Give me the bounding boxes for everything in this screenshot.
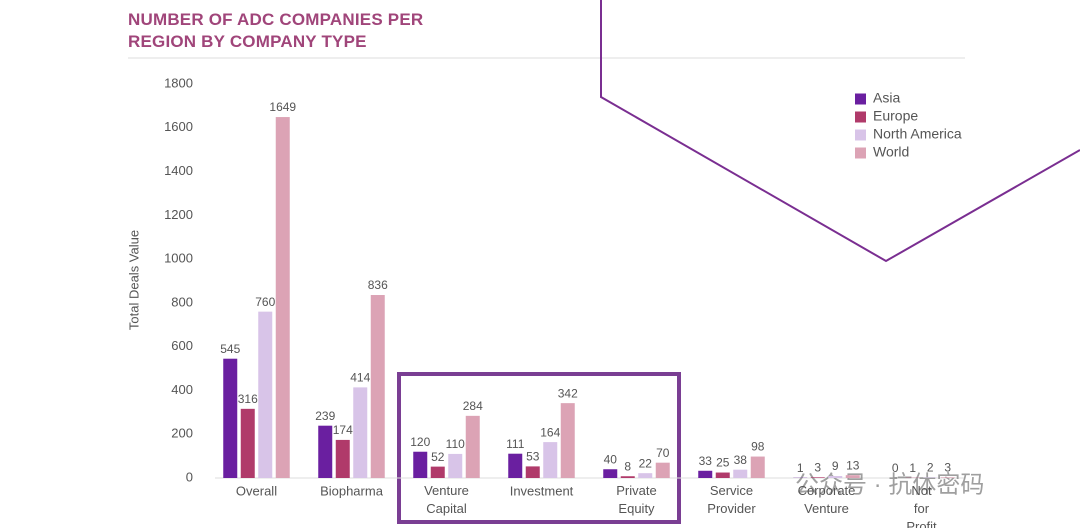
value-label: 38 [734, 453, 748, 467]
value-label: 9 [832, 459, 839, 473]
bar [258, 311, 273, 478]
legend-label: North America [873, 126, 962, 142]
bar [698, 470, 713, 478]
chart-title: NUMBER OF ADC COMPANIES PER REGION BY CO… [128, 10, 424, 51]
y-tick-label: 1400 [164, 163, 193, 178]
bar [828, 476, 843, 478]
x-tick-label: Corporate Venture [798, 483, 856, 516]
y-tick-label: 200 [171, 426, 193, 441]
bar [940, 477, 955, 478]
legend-swatch [855, 147, 866, 159]
y-tick-label: 1600 [164, 119, 193, 134]
bar [335, 439, 350, 478]
bar [733, 469, 748, 478]
x-tick-label: Service Provider [707, 483, 756, 516]
value-label: 760 [255, 295, 275, 309]
value-label: 33 [699, 454, 713, 468]
bar [620, 476, 635, 478]
value-label: 70 [656, 446, 670, 460]
legend-swatch [855, 93, 866, 105]
x-tick-label: Venture Capital [424, 483, 469, 516]
bar [810, 477, 825, 478]
value-label: 1 [909, 461, 916, 475]
value-label: 110 [446, 437, 465, 451]
legend-label: World [873, 144, 909, 160]
y-axis-label: Total Deals Value [126, 230, 141, 330]
bar [465, 415, 480, 478]
legend-swatch [855, 129, 866, 141]
y-tick-label: 1000 [164, 251, 193, 266]
value-label: 111 [506, 437, 525, 451]
watermark: 公众号 · 抗体密码 [795, 471, 984, 498]
bar [448, 453, 463, 478]
value-label: 414 [350, 371, 370, 385]
x-tick-label: Private Equity [616, 483, 656, 516]
value-label: 8 [624, 459, 631, 473]
legend-swatch [855, 111, 866, 123]
value-label: 3 [814, 461, 821, 475]
bar [318, 425, 333, 478]
value-label: 545 [220, 342, 240, 356]
decoration [600, 0, 1080, 263]
bar [275, 117, 290, 479]
value-label: 239 [315, 409, 335, 423]
value-label: 1649 [269, 100, 296, 114]
value-label: 316 [238, 392, 258, 406]
bar [413, 451, 428, 478]
y-tick-label: 800 [171, 294, 193, 309]
value-label: 120 [410, 435, 430, 449]
bar [353, 387, 368, 478]
y-tick-label: 1800 [164, 75, 193, 90]
x-tick-label: Overall [236, 483, 277, 498]
value-label: 342 [558, 386, 578, 400]
x-tick-label: Investment [510, 483, 574, 498]
value-label: 164 [540, 425, 560, 439]
bar [560, 403, 575, 478]
value-label: 174 [333, 423, 353, 437]
y-tick-label: 0 [186, 469, 193, 484]
value-label: 1 [797, 461, 804, 475]
value-label: 53 [526, 450, 540, 464]
legend-label: Asia [873, 90, 900, 106]
bar [655, 462, 670, 478]
x-tick-label: Biopharma [320, 483, 384, 498]
value-label: 284 [463, 399, 483, 413]
value-label: 836 [368, 278, 388, 292]
bar [430, 466, 445, 478]
bar [508, 453, 523, 478]
value-label: 52 [431, 450, 445, 464]
value-label: 40 [604, 452, 618, 466]
bar [525, 466, 540, 478]
bar [370, 295, 385, 478]
value-label: 2 [927, 461, 934, 475]
value-label: 13 [846, 458, 860, 472]
bar [223, 358, 238, 478]
x-tick-label: Not for Profit [906, 483, 937, 528]
legend-label: Europe [873, 108, 918, 124]
value-label: 98 [751, 440, 765, 454]
bar [638, 473, 653, 478]
value-label: 25 [716, 456, 730, 470]
y-tick-label: 600 [171, 338, 193, 353]
highlight-box [397, 372, 681, 524]
y-tick-label: 1200 [164, 207, 193, 222]
bar [240, 408, 255, 478]
y-tick-label: 400 [171, 382, 193, 397]
value-label: 0 [892, 461, 899, 475]
bar [715, 472, 730, 478]
bar [603, 469, 618, 478]
value-label: 3 [944, 461, 951, 475]
bar [543, 442, 558, 478]
value-label: 22 [639, 456, 653, 470]
bar [750, 456, 765, 478]
bar [845, 475, 860, 478]
